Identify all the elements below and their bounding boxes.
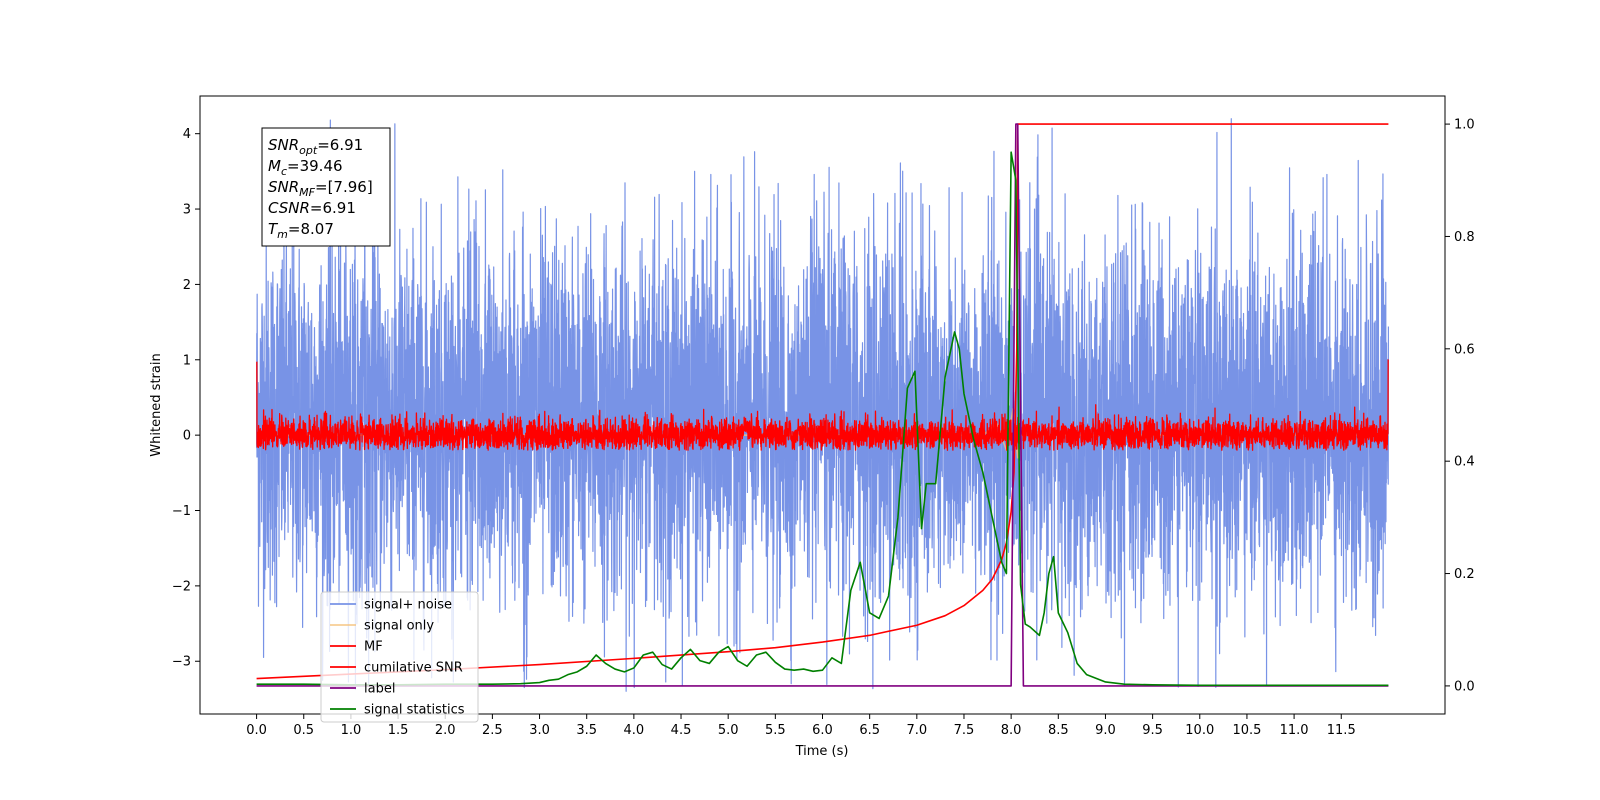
x-tick-label: 5.5 — [765, 723, 786, 738]
x-tick-label: 7.5 — [954, 723, 975, 738]
legend-box — [320, 591, 479, 723]
y2-tick-label: 0.4 — [1454, 455, 1475, 470]
y2-tick-label: 1.0 — [1454, 118, 1475, 133]
x-axis-label: Time (s) — [795, 744, 849, 759]
annotation-line: SNRMF=[7.96] — [268, 178, 373, 199]
x-tick-label: 2.5 — [482, 723, 503, 738]
x-tick-label: 9.5 — [1142, 723, 1163, 738]
y-tick-label: 0 — [183, 429, 191, 444]
x-tick-label: 8.5 — [1048, 723, 1069, 738]
x-tick-label: 11.0 — [1280, 723, 1309, 738]
legend: signal+ noise signal only MF cumilative SNR… — [320, 591, 479, 723]
y2-tick-label: 0.6 — [1454, 342, 1475, 357]
x-tick-label: 9.0 — [1095, 723, 1116, 738]
series-mf — [256, 359, 1389, 451]
annotation-line: SNRopt=6.91 — [268, 136, 363, 157]
x-tick-label: 1.0 — [341, 723, 362, 738]
y2-tick-label: 0.8 — [1454, 230, 1475, 245]
y-axis-label: Whitened strain — [149, 353, 164, 456]
x-axis: 0.0 0.5 1.0 1.5 2.0 2.5 3.0 3.5 4.0 4.5 5.0 5.5 6.0 6… — [246, 714, 1356, 738]
y-axis-left: −3 −2 −1 0 1 2 3 4 — [172, 127, 200, 670]
legend-label-signal-noise: signal+ noise — [364, 598, 452, 613]
y-tick-label: 4 — [183, 127, 191, 142]
x-tick-label: 5.0 — [718, 723, 739, 738]
annotation-line: Tm=8.07 — [268, 220, 334, 241]
legend-label-signal-only: signal only — [364, 619, 434, 634]
x-tick-label: 10.5 — [1232, 723, 1261, 738]
x-tick-label: 1.5 — [388, 723, 409, 738]
x-tick-label: 0.5 — [293, 723, 314, 738]
y2-tick-label: 0.0 — [1454, 679, 1475, 694]
x-tick-label: 6.5 — [859, 723, 880, 738]
x-tick-label: 7.0 — [906, 723, 927, 738]
x-tick-label: 4.5 — [671, 723, 692, 738]
y-tick-label: 2 — [183, 278, 191, 293]
y-axis-right: 0.0 0.2 0.4 0.6 0.8 1.0 — [1445, 118, 1475, 694]
y2-tick-label: 0.2 — [1454, 567, 1475, 582]
x-tick-label: 10.0 — [1185, 723, 1214, 738]
x-tick-label: 2.0 — [435, 723, 456, 738]
y-tick-label: −2 — [172, 579, 191, 594]
legend-label-cumilative-snr: cumilative SNR — [364, 661, 463, 676]
y-tick-label: −1 — [172, 504, 191, 519]
x-tick-label: 6.0 — [812, 723, 833, 738]
x-tick-label: 4.0 — [624, 723, 645, 738]
y-tick-label: −3 — [172, 655, 191, 670]
series-signal-noise — [255, 118, 1390, 692]
legend-label-mf: MF — [364, 640, 383, 655]
x-tick-label: 3.5 — [576, 723, 597, 738]
x-tick-label: 3.0 — [529, 723, 550, 738]
y-tick-label: 1 — [183, 353, 191, 368]
annotation-box — [261, 127, 391, 247]
annotation-line: Mc=39.46 — [268, 157, 343, 178]
stats-annotation-box: SNRopt=6.91Mc=39.46SNRMF=[7.96]CSNR=6.91… — [261, 127, 391, 247]
x-tick-label: 8.0 — [1001, 723, 1022, 738]
y-tick-label: 3 — [183, 203, 191, 218]
x-tick-label: 11.5 — [1327, 723, 1356, 738]
series-signal-statistics — [256, 151, 1389, 687]
legend-label-signal-statistics: signal statistics — [364, 703, 465, 718]
annotation-line: CSNR=6.91 — [268, 199, 356, 217]
series-layer — [255, 118, 1390, 692]
x-tick-label: 0.0 — [246, 723, 267, 738]
legend-label-label: label — [364, 682, 395, 697]
series-label — [256, 123, 1389, 687]
